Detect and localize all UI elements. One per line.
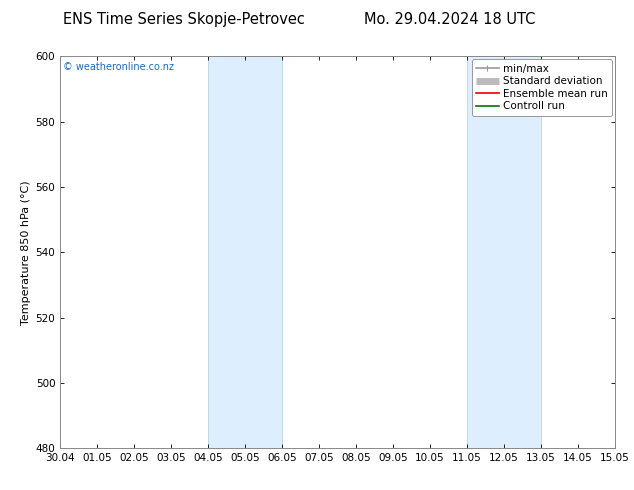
Text: © weatheronline.co.nz: © weatheronline.co.nz <box>63 62 174 72</box>
Text: Mo. 29.04.2024 18 UTC: Mo. 29.04.2024 18 UTC <box>365 12 536 27</box>
Text: ENS Time Series Skopje-Petrovec: ENS Time Series Skopje-Petrovec <box>63 12 305 27</box>
Y-axis label: Temperature 850 hPa (°C): Temperature 850 hPa (°C) <box>22 180 32 325</box>
Bar <box>467 56 541 448</box>
Legend: min/max, Standard deviation, Ensemble mean run, Controll run: min/max, Standard deviation, Ensemble me… <box>472 59 612 116</box>
Bar <box>208 56 282 448</box>
